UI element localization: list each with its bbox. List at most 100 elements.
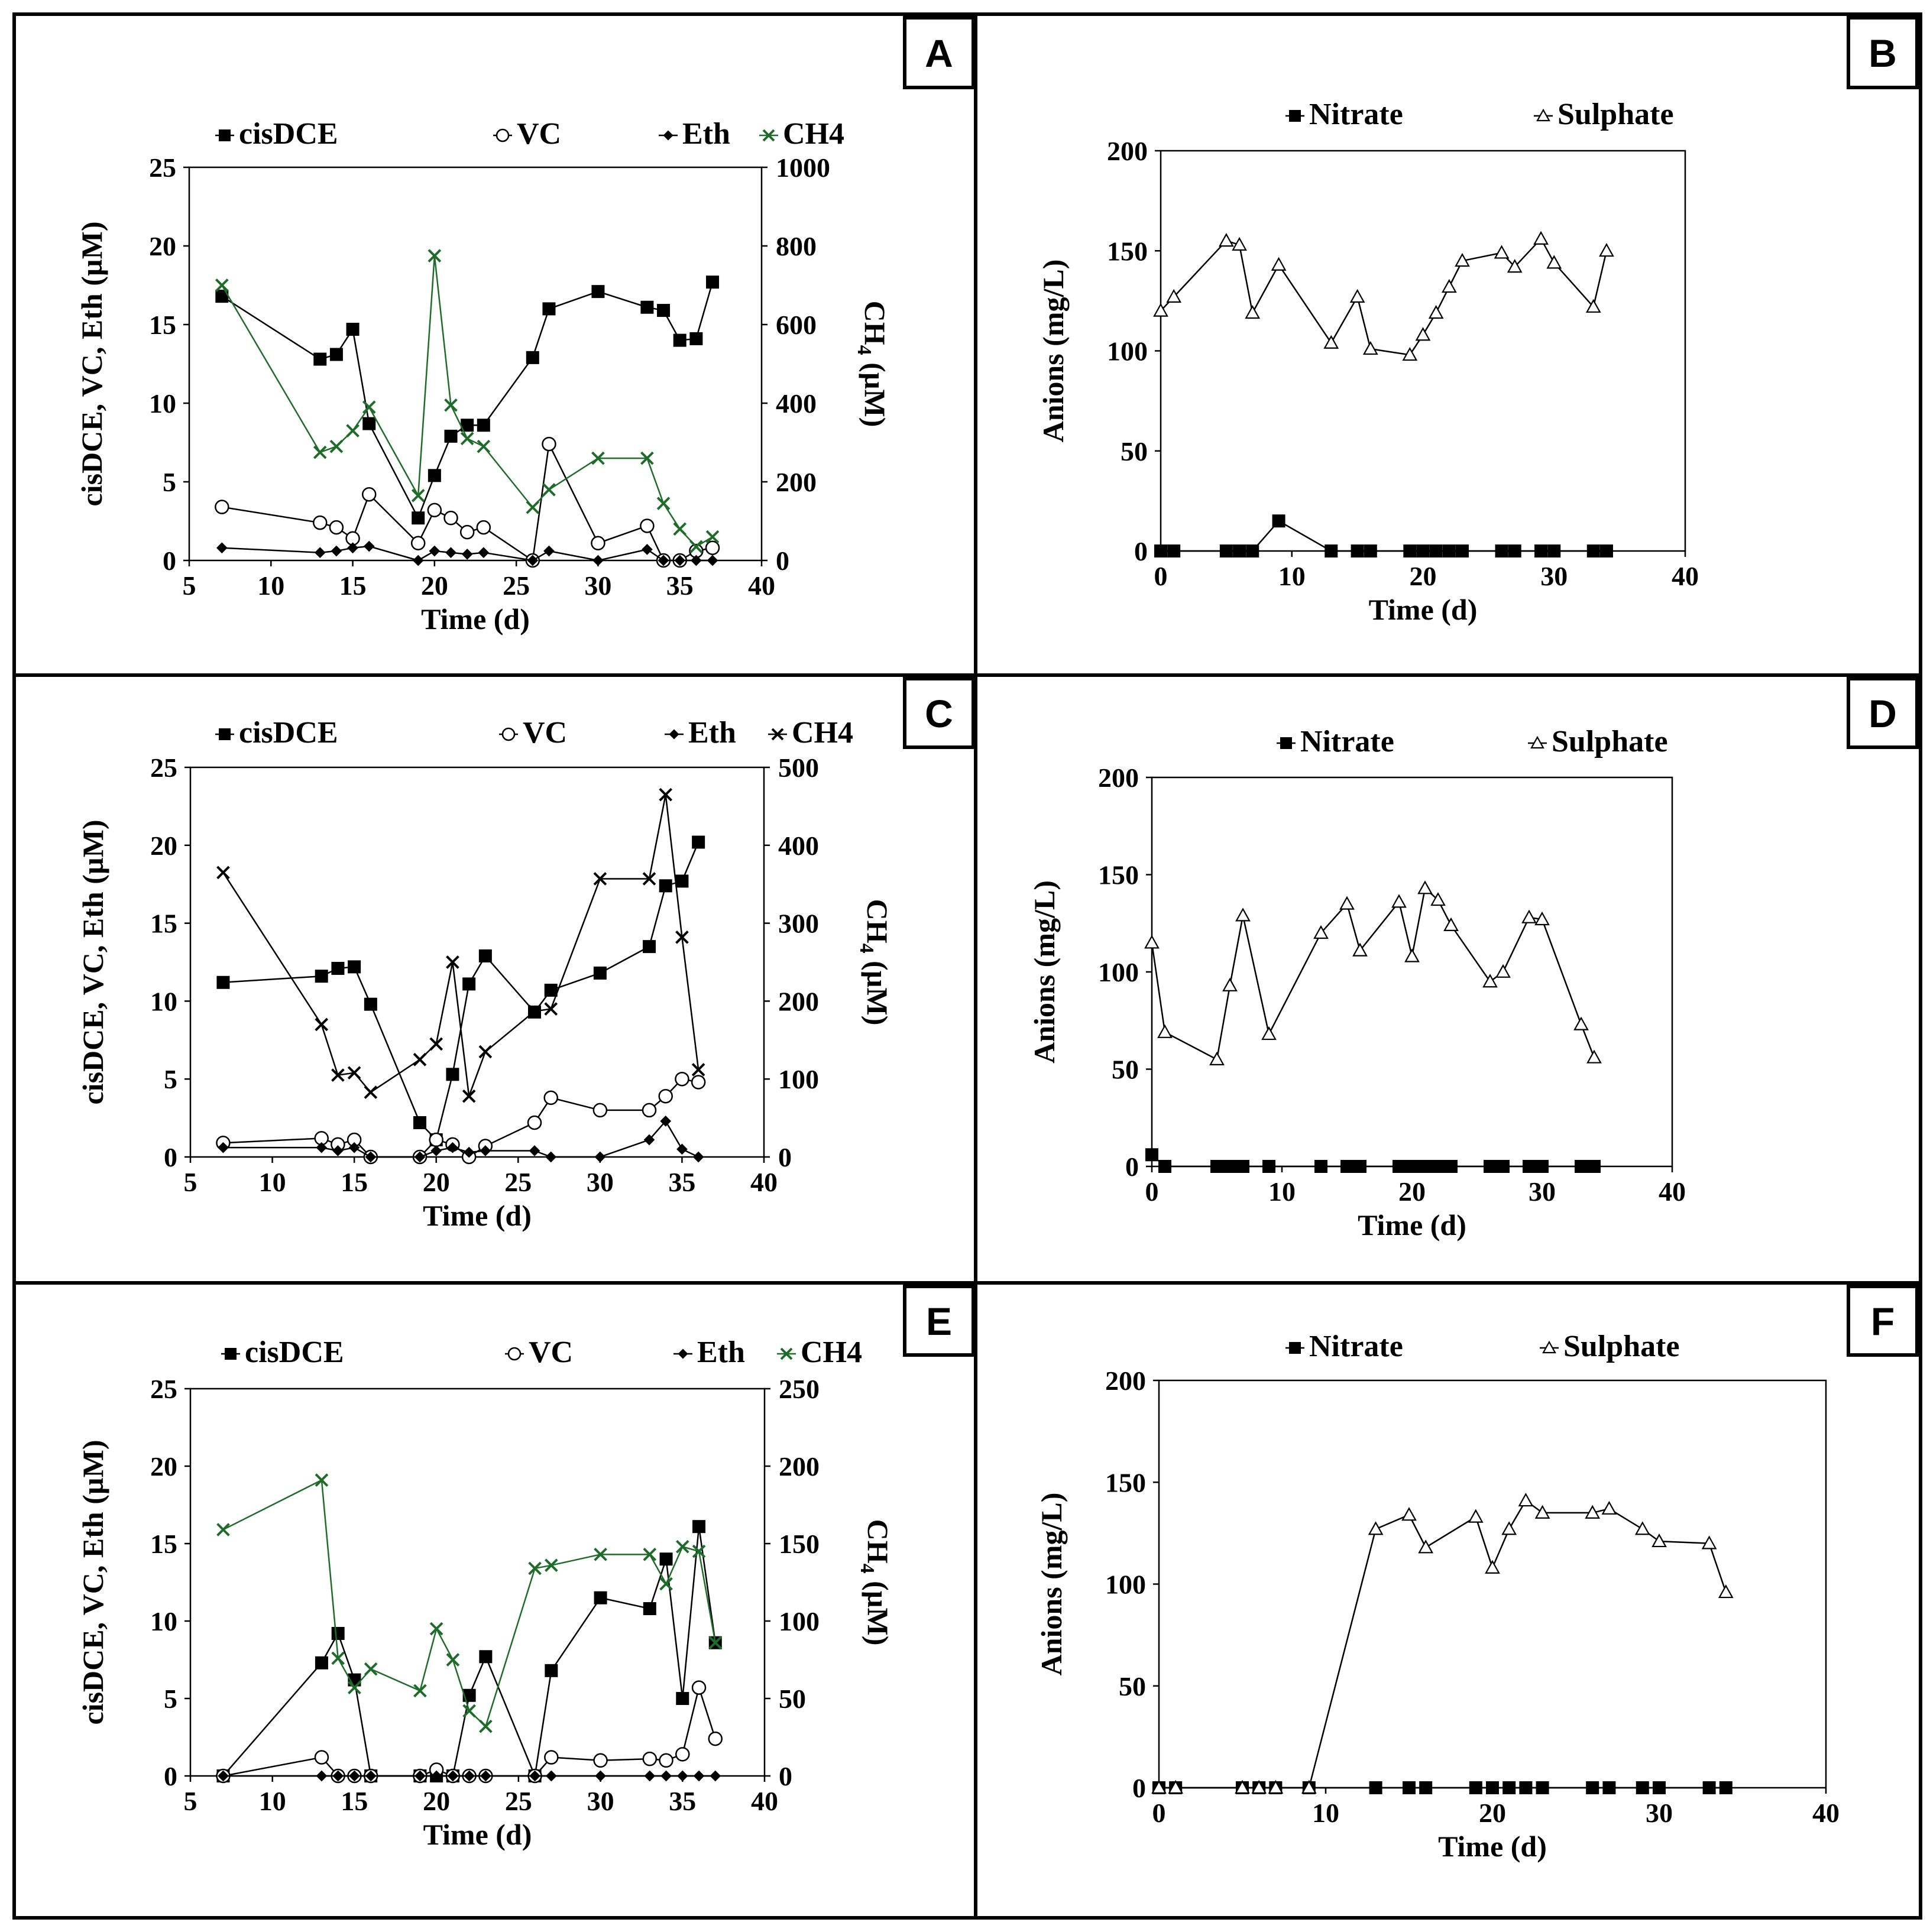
data-point-ch4: [429, 1622, 443, 1636]
data-point-sulphate: [1151, 1779, 1167, 1794]
data-point-vc: [593, 1753, 608, 1768]
data-point-eth: [365, 1151, 377, 1163]
data-point-vc: [659, 1753, 673, 1768]
y-tick-label: 5: [164, 1064, 177, 1094]
data-point-ch4: [691, 1063, 705, 1077]
data-point-vc: [642, 1751, 658, 1766]
data-point-ch4: [331, 1651, 345, 1665]
data-point-ch4: [315, 1473, 329, 1487]
data-point-eth: [331, 545, 342, 557]
series-line-sulphate: [1160, 237, 1608, 356]
y-tick-label: 0: [163, 546, 176, 576]
data-point-sulphate: [1391, 894, 1407, 908]
data-point-nitrate: [1442, 544, 1456, 557]
data-point-nitrate: [1236, 1160, 1249, 1173]
data-point-ch4: [216, 1523, 230, 1536]
y-tick-label: 5: [164, 1684, 177, 1714]
data-point-sulphate: [1534, 1505, 1550, 1519]
panel-badge-box: [1847, 16, 1919, 89]
data-point-sulphate: [1501, 1521, 1517, 1535]
plot-frame: [1151, 776, 1673, 1168]
data-point-ch4: [705, 530, 720, 544]
series-line-vc: [223, 1078, 699, 1158]
legend-item-ch4: CH4: [768, 716, 853, 750]
x-tick-label: 20: [423, 1786, 450, 1816]
data-point-sulphate: [1219, 233, 1234, 247]
data-point-sulphate: [1166, 288, 1182, 303]
y2-tick-label: 50: [779, 1684, 806, 1714]
data-point-ch4: [460, 432, 474, 446]
legend-marker-nitrate: [1280, 737, 1292, 749]
legend-label-sulphate: Sulphate: [1563, 1330, 1680, 1363]
data-point-sulphate: [1323, 335, 1339, 349]
x-tick-label: 40: [750, 1167, 778, 1197]
data-point-eth: [463, 1146, 475, 1158]
data-point-vc: [429, 1132, 443, 1147]
legend: Nitrate Sulphate: [1285, 1330, 1680, 1363]
panel-label: E: [926, 1299, 952, 1343]
data-point-eth: [710, 1770, 721, 1782]
data-point-sulphate: [1518, 1492, 1534, 1507]
data-point-ch4: [593, 872, 607, 886]
data-point-sulphate: [1482, 974, 1498, 988]
panel-label: C: [925, 692, 953, 735]
legend-item-nitrate: Nitrate: [1285, 98, 1403, 131]
x-tick-label: 20: [1398, 1176, 1426, 1207]
legend-label-ch4: CH4: [783, 117, 844, 151]
data-point-ch4: [429, 1037, 443, 1051]
series-ch4: [216, 787, 705, 1103]
data-point-ch4: [642, 872, 656, 886]
data-point-ch4: [656, 497, 671, 510]
legend-label-ch4: CH4: [801, 1335, 862, 1369]
panel-badge: D: [1847, 677, 1919, 749]
y2-tick-label: 1000: [776, 153, 830, 183]
data-point-sulphate: [1601, 1500, 1617, 1515]
data-point-nitrate: [1534, 544, 1548, 557]
data-point-sulphate: [1222, 977, 1238, 991]
x-tick-label: 40: [748, 570, 775, 601]
y-tick-label: 0: [164, 1142, 177, 1172]
data-point-ch4: [675, 931, 689, 944]
series-eth: [218, 1770, 721, 1782]
x-tick-label: 20: [1410, 561, 1437, 591]
x-tick-label: 30: [1540, 561, 1568, 591]
data-point-ch4: [428, 249, 442, 262]
data-point-eth: [676, 1770, 688, 1782]
data-point-sulphate: [1546, 255, 1562, 269]
data-point-eth: [529, 1145, 540, 1156]
legend-item-vc: VC: [499, 716, 567, 750]
y-axis-title: Anions (mg/L): [1028, 880, 1061, 1064]
data-point-nitrate: [1588, 1160, 1601, 1173]
y2-axis-title-unit: (µM): [861, 954, 894, 1026]
data-point-sulphate: [1157, 1024, 1173, 1038]
data-point-nitrate: [1523, 1160, 1536, 1173]
series-cisdce: [215, 275, 720, 525]
data-point-nitrate: [1419, 1160, 1432, 1173]
legend-item-nitrate: Nitrate: [1285, 1330, 1403, 1363]
data-point-eth: [660, 1770, 672, 1782]
legend: cisDCE VC Eth CH4: [215, 117, 844, 151]
legend-item-cisdce: cisDCE: [215, 716, 338, 750]
y-tick-label: 0: [1125, 1152, 1139, 1182]
data-point-nitrate: [1432, 1160, 1445, 1173]
data-point-eth: [707, 555, 718, 566]
data-point-nitrate: [1351, 544, 1364, 557]
data-point-eth: [527, 555, 539, 566]
data-point-vc: [459, 524, 475, 540]
legend-label-sulphate: Sulphate: [1557, 98, 1674, 131]
data-point-vc: [658, 1088, 673, 1104]
data-point-vc: [544, 1750, 559, 1765]
y-axis-title: Anions (mg/L): [1035, 1493, 1068, 1676]
data-point-ch4: [643, 1548, 657, 1561]
x-tick-label: 10: [257, 570, 284, 601]
panel-badge-box: [1847, 1285, 1919, 1357]
legend-label-vc: VC: [523, 716, 567, 750]
data-point-eth: [363, 540, 375, 552]
data-point-cisdce: [313, 352, 327, 366]
data-point-eth: [464, 1770, 475, 1782]
legend-item-ch4: CH4: [777, 1335, 862, 1369]
x-tick-label: 35: [668, 1167, 695, 1197]
data-point-vc: [640, 518, 655, 533]
data-point-eth: [644, 1770, 656, 1782]
x-tick-label: 20: [421, 570, 448, 601]
